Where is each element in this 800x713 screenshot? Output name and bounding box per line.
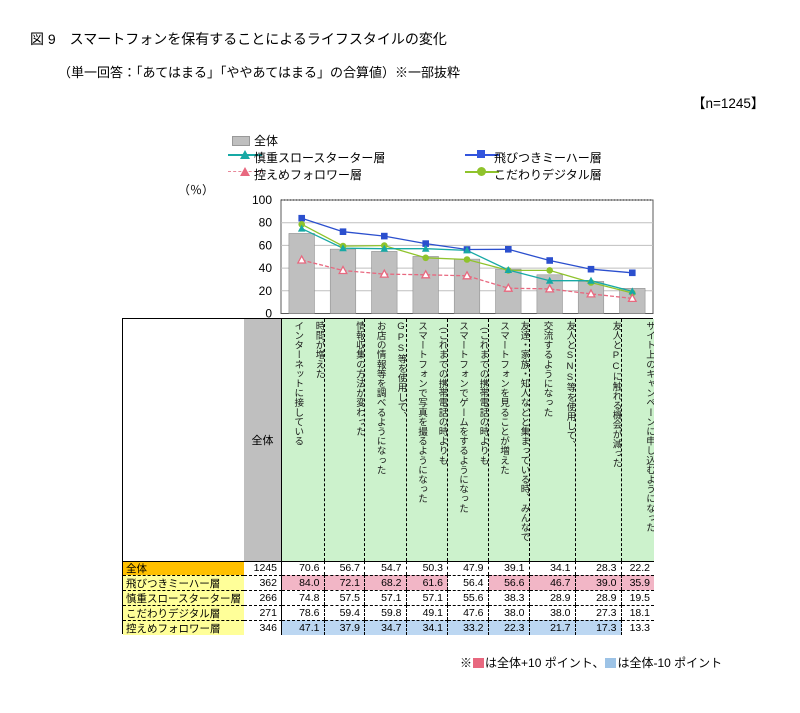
svg-text:40: 40: [259, 261, 273, 275]
svg-text:80: 80: [259, 216, 273, 230]
svg-text:100: 100: [252, 193, 272, 207]
svg-text:20: 20: [259, 284, 273, 298]
svg-text:60: 60: [259, 238, 273, 252]
